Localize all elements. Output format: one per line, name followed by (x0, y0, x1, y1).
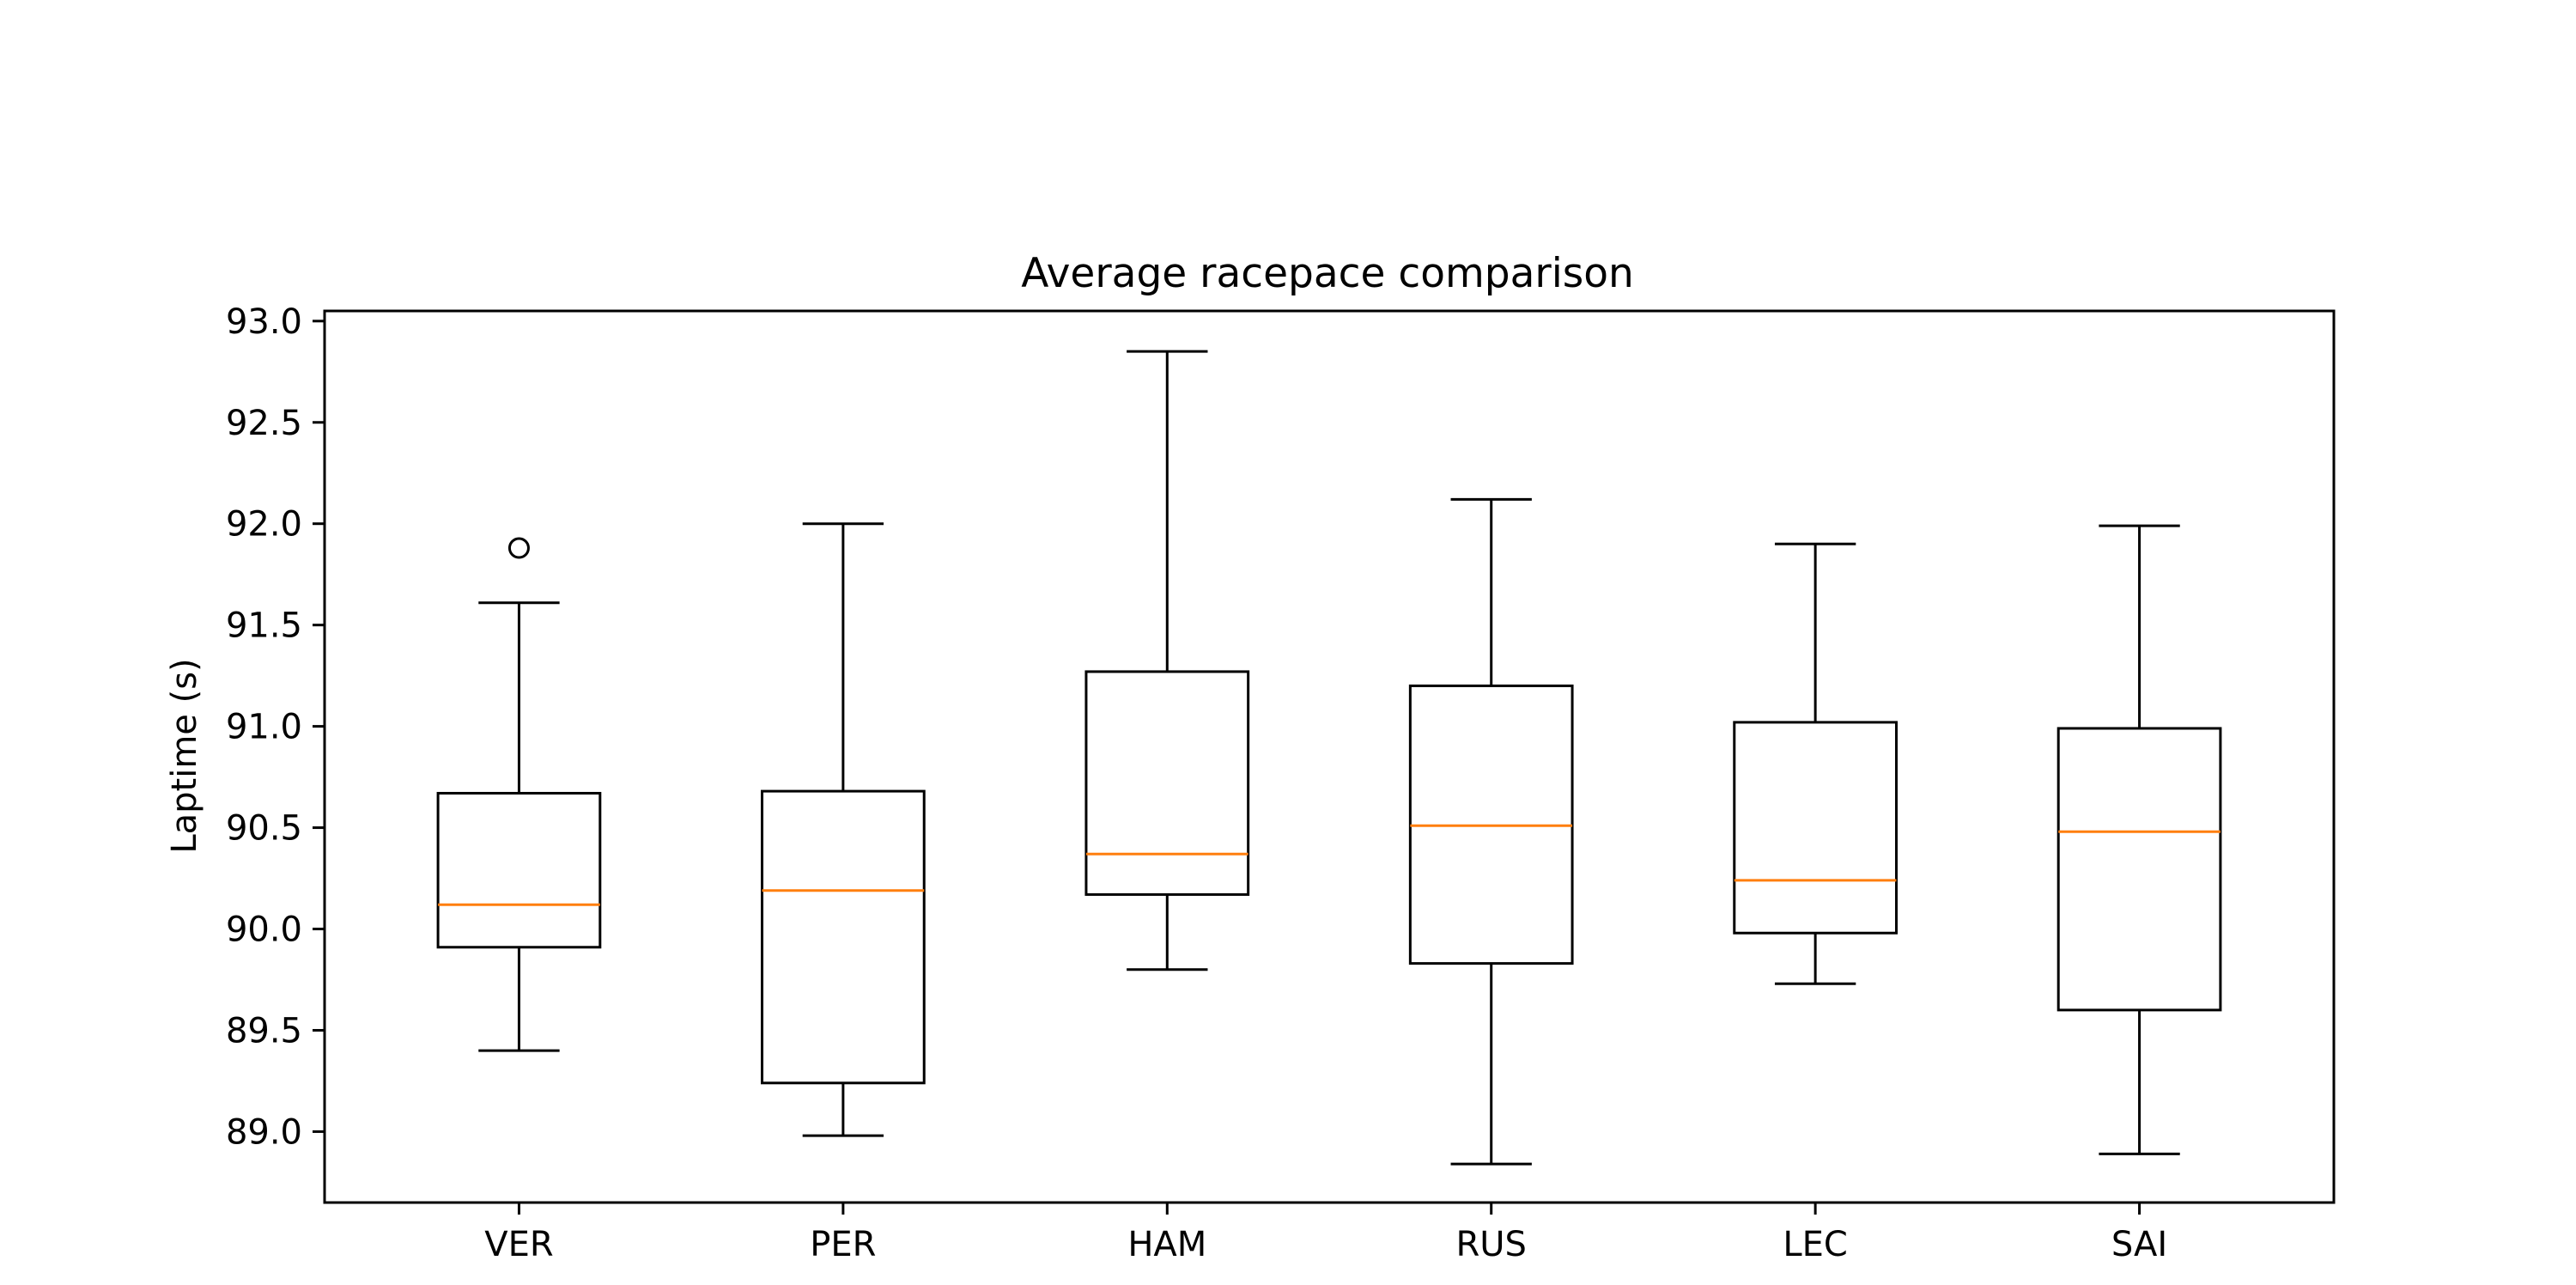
box-lec (1733, 542, 1898, 985)
y-axis-label: Laptime (s) (165, 658, 204, 853)
iqr-box-ham (1084, 670, 1250, 896)
y-tick-label: 93.0 (226, 302, 302, 342)
y-tick-label: 89.5 (226, 1011, 302, 1051)
box-ver (436, 537, 602, 1052)
x-tick-label-ham: HAM (1127, 1225, 1206, 1264)
iqr-box-lec (1733, 721, 1898, 935)
box-sai (2057, 524, 2222, 1155)
y-tick-label: 92.0 (226, 505, 302, 545)
x-tick-label-sai: SAI (2111, 1225, 2167, 1264)
y-tick-label: 90.5 (226, 809, 302, 849)
y-tick-label: 90.0 (226, 910, 302, 950)
x-tick-label-ver: VER (484, 1225, 553, 1264)
chart-title: Average racepace comparison (1021, 250, 1634, 297)
box-rus (1408, 497, 1574, 1166)
box-ham (1084, 350, 1250, 971)
y-tick-label: 89.0 (226, 1112, 302, 1152)
box-per (761, 522, 926, 1137)
y-tick-label: 92.5 (226, 404, 302, 443)
iqr-box-ver (436, 791, 602, 949)
outlier-ver-0 (507, 537, 530, 559)
axes: 89.0 89.5 90.0 90.5 91.0 91.5 92.0 92.5 93.0 VER P… (226, 302, 2336, 1264)
iqr-box-per (761, 789, 926, 1085)
y-tick-label: 91.5 (226, 606, 302, 646)
x-tick-label-lec: LEC (1783, 1225, 1848, 1264)
iqr-box-sai (2057, 727, 2222, 1012)
x-tick-label-per: PER (810, 1225, 876, 1264)
y-tick-label: 91.0 (226, 708, 302, 747)
x-tick-label-rus: RUS (1455, 1225, 1526, 1264)
plot-frame (323, 309, 2336, 1204)
plot-area (436, 350, 2222, 1166)
